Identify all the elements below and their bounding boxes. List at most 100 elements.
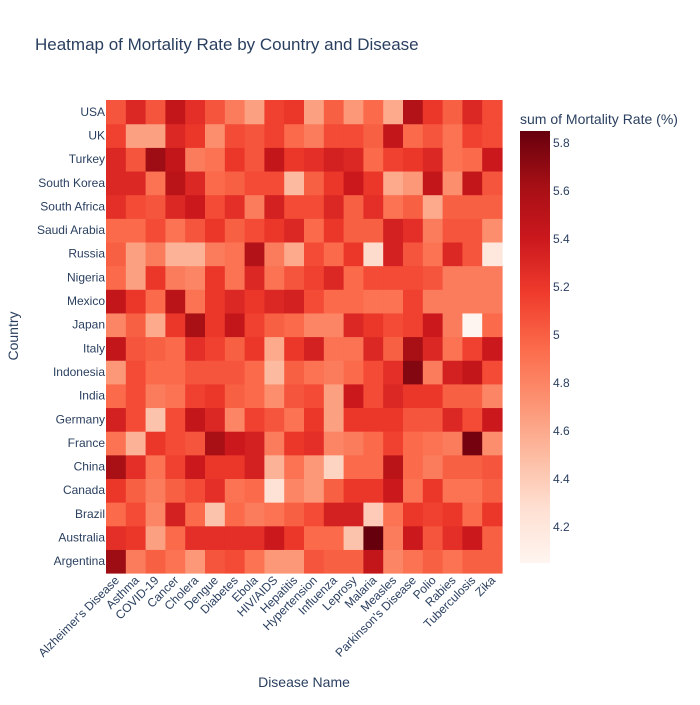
heatmap-cell-australia-malaria	[363, 525, 384, 550]
heatmap-cell-france-cancer	[165, 431, 186, 456]
heatmap-cell-australia-covid-19	[145, 525, 166, 550]
heatmap-cell-usa-tuberculosis	[462, 100, 483, 125]
heatmap-cell-south-korea-hepatitis	[284, 170, 305, 196]
heatmap-cell-indonesia-measles	[383, 360, 404, 385]
heatmap-cell-france-measles	[383, 431, 404, 456]
heatmap-cell-south-korea-parkinson-s-disease	[403, 170, 424, 196]
heatmap-cell-nigeria-cholera	[185, 265, 206, 290]
heatmap-cell-japan-rabies	[442, 312, 463, 338]
heatmap-cell-uk-malaria	[363, 123, 384, 148]
heatmap-cell-russia-hiv-aids	[264, 241, 285, 267]
heatmap-cell-canada-hypertension	[304, 478, 325, 503]
heatmap-cell-saudi-arabia-influenza	[323, 218, 345, 243]
heatmap-cell-germany-hypertension	[304, 407, 325, 432]
heatmap-cell-germany-dengue	[205, 407, 226, 432]
heatmap-cell-brazil-measles	[383, 502, 404, 527]
heatmap-cell-indonesia-leprosy	[343, 360, 364, 385]
heatmap-cell-russia-zika	[482, 241, 503, 267]
y-tick-label: France	[68, 436, 106, 450]
heatmap-cell-italy-alzheimer-s-disease	[106, 336, 127, 361]
heatmap-cell-india-parkinson-s-disease	[403, 383, 424, 409]
heatmap-cell-france-influenza	[323, 431, 345, 456]
heatmap-cell-saudi-arabia-hypertension	[304, 218, 325, 243]
heatmap-cell-russia-hepatitis	[284, 241, 305, 267]
heatmap-cell-germany-parkinson-s-disease	[403, 407, 424, 432]
heatmap-cell-usa-asthma	[125, 100, 147, 125]
heatmap-cell-canada-tuberculosis	[462, 478, 483, 503]
heatmap-cell-germany-alzheimer-s-disease	[106, 407, 127, 432]
heatmap-cell-germany-covid-19	[145, 407, 166, 432]
heatmap-cell-australia-alzheimer-s-disease	[106, 525, 127, 550]
heatmap-cell-nigeria-influenza	[323, 265, 345, 290]
heatmap-cell-india-diabetes	[224, 383, 246, 409]
heatmap-cell-uk-alzheimer-s-disease	[106, 123, 127, 148]
heatmap-cell-argentina-parkinson-s-disease	[403, 549, 424, 574]
heatmap-cell-nigeria-rabies	[442, 265, 463, 290]
heatmap-cell-japan-tuberculosis	[462, 312, 483, 338]
heatmap-cell-turkey-alzheimer-s-disease	[106, 147, 127, 172]
heatmap-cell-south-korea-hiv-aids	[264, 170, 285, 196]
heatmap-cell-australia-parkinson-s-disease	[403, 525, 424, 550]
heatmap-cell-saudi-arabia-alzheimer-s-disease	[106, 218, 127, 243]
heatmap-cell-argentina-hepatitis	[284, 549, 305, 574]
heatmap-cell-india-alzheimer-s-disease	[106, 383, 127, 409]
heatmap-cell-south-africa-dengue	[205, 194, 226, 219]
heatmap-cell-russia-parkinson-s-disease	[403, 241, 424, 267]
y-tick-label: Canada	[63, 483, 105, 497]
heatmap-cell-italy-dengue	[205, 336, 226, 361]
heatmap-cell-uk-ebola	[244, 123, 265, 148]
heatmap-cell-india-malaria	[363, 383, 384, 409]
heatmap-cell-china-hiv-aids	[264, 454, 285, 479]
heatmap-cell-india-ebola	[244, 383, 265, 409]
heatmap-cell-india-measles	[383, 383, 404, 409]
heatmap-cell-indonesia-asthma	[125, 360, 147, 385]
heatmap-cell-argentina-asthma	[125, 549, 147, 574]
heatmap-cell-russia-polio	[422, 241, 444, 267]
heatmap-cell-saudi-arabia-zika	[482, 218, 503, 243]
heatmap-cell-france-asthma	[125, 431, 147, 456]
heatmap-cell-italy-polio	[422, 336, 444, 361]
heatmap-cell-argentina-dengue	[205, 549, 226, 574]
heatmap-cell-uk-cancer	[165, 123, 186, 148]
heatmap-cell-france-cholera	[185, 431, 206, 456]
heatmap-cell-australia-zika	[482, 525, 503, 550]
heatmap-cell-argentina-cholera	[185, 549, 206, 574]
heatmap-cell-mexico-alzheimer-s-disease	[106, 289, 127, 314]
heatmap-cell-uk-influenza	[323, 123, 345, 148]
y-tick-label: Italy	[83, 341, 105, 355]
heatmap-cell-indonesia-tuberculosis	[462, 360, 483, 385]
heatmap-cell-nigeria-hepatitis	[284, 265, 305, 290]
heatmap-cell-turkey-zika	[482, 147, 503, 172]
heatmap-cell-russia-diabetes	[224, 241, 246, 267]
heatmap-cell-france-tuberculosis	[462, 431, 483, 456]
heatmap-cell-uk-asthma	[125, 123, 147, 148]
heatmap-cell-france-leprosy	[343, 431, 364, 456]
heatmap-cell-nigeria-ebola	[244, 265, 265, 290]
heatmap-cell-uk-rabies	[442, 123, 463, 148]
heatmap-cell-japan-diabetes	[224, 312, 246, 338]
heatmap-cell-indonesia-diabetes	[224, 360, 246, 385]
heatmap-cell-japan-malaria	[363, 312, 384, 338]
heatmap-cell-south-korea-leprosy	[343, 170, 364, 196]
x-tick-label: Alzheimer's Disease	[36, 573, 123, 660]
heatmap-cell-nigeria-diabetes	[224, 265, 246, 290]
heatmap-cell-saudi-arabia-polio	[422, 218, 444, 243]
heatmap-cell-japan-covid-19	[145, 312, 166, 338]
heatmap-cell-russia-rabies	[442, 241, 463, 267]
heatmap-cell-south-africa-hepatitis	[284, 194, 305, 219]
heatmap-cell-south-korea-polio	[422, 170, 444, 196]
heatmap-cell-india-dengue	[205, 383, 226, 409]
heatmap-cell-turkey-hypertension	[304, 147, 325, 172]
y-tick-label: China	[74, 460, 106, 474]
heatmap-cell-canada-parkinson-s-disease	[403, 478, 424, 503]
heatmap-cells	[106, 100, 503, 574]
heatmap-cell-indonesia-covid-19	[145, 360, 166, 385]
heatmap-cell-argentina-influenza	[323, 549, 345, 574]
heatmap-cell-turkey-leprosy	[343, 147, 364, 172]
heatmap-cell-australia-ebola	[244, 525, 265, 550]
heatmap-cell-indonesia-parkinson-s-disease	[403, 360, 424, 385]
heatmap-cell-uk-polio	[422, 123, 444, 148]
heatmap-cell-india-hiv-aids	[264, 383, 285, 409]
heatmap-cell-nigeria-tuberculosis	[462, 265, 483, 290]
heatmap-cell-south-korea-ebola	[244, 170, 265, 196]
